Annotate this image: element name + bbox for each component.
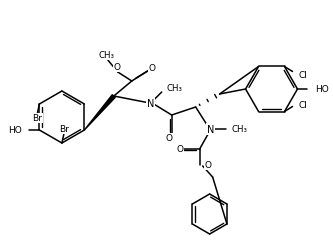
Polygon shape bbox=[84, 95, 115, 130]
Text: N: N bbox=[207, 124, 214, 134]
Text: Br: Br bbox=[33, 114, 42, 123]
Text: Cl: Cl bbox=[298, 100, 307, 110]
Text: HO: HO bbox=[8, 126, 21, 135]
Text: CH₃: CH₃ bbox=[167, 84, 183, 93]
Text: Cl: Cl bbox=[298, 71, 307, 80]
Text: N: N bbox=[147, 98, 155, 108]
Text: O: O bbox=[148, 64, 155, 73]
Text: O: O bbox=[205, 161, 212, 170]
Text: Br: Br bbox=[59, 125, 69, 134]
Text: O: O bbox=[113, 63, 120, 72]
Text: O: O bbox=[176, 145, 183, 154]
Text: HO: HO bbox=[315, 85, 329, 94]
Text: CH₃: CH₃ bbox=[231, 125, 248, 134]
Text: O: O bbox=[165, 134, 172, 143]
Text: CH₃: CH₃ bbox=[99, 51, 115, 60]
